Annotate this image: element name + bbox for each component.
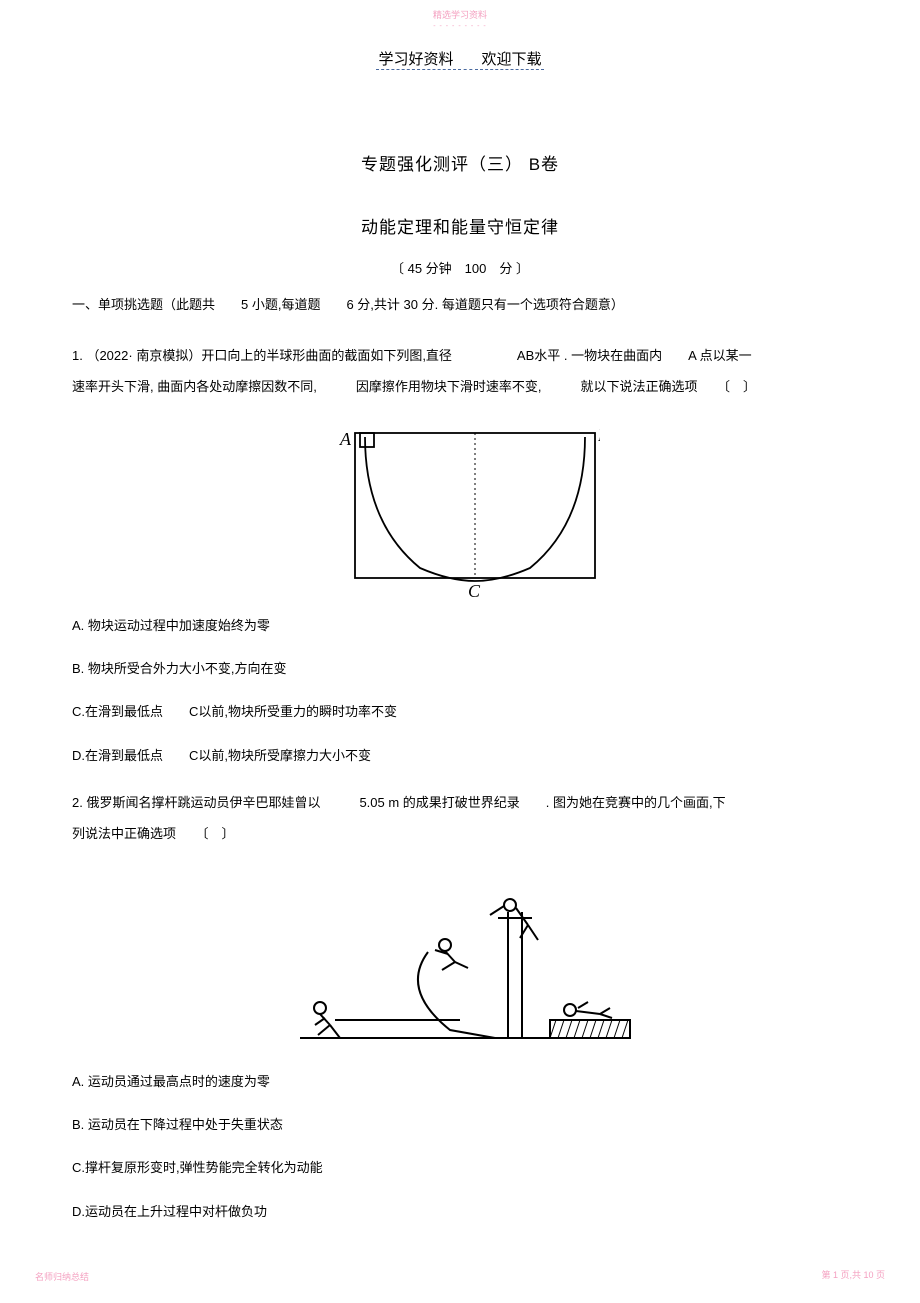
- q1-option-c: C.在滑到最低点 C以前,物块所受重力的瞬时功率不变: [72, 700, 848, 723]
- footer-right-text: 第 1 页,共 10 页: [821, 1268, 885, 1281]
- section-1-heading: 一、单项挑选题（此题共 5 小题,每道题 6 分,共计 30 分. 每道题只有一…: [72, 289, 848, 320]
- q2-option-c: C.撑杆复原形变时,弹性势能完全转化为动能: [72, 1156, 848, 1179]
- header-spacer: [458, 56, 478, 70]
- q1-option-d: D.在滑到最低点 C以前,物块所受摩擦力大小不变: [72, 744, 848, 767]
- q1-line1: 1. （2022· 南京模拟）开口向上的半球形曲面的截面如下列图,直径 AB水平…: [72, 348, 752, 363]
- document-title-2: 动能定理和能量守恒定律: [72, 213, 848, 238]
- svg-text:A: A: [339, 429, 352, 449]
- question-2-text: 2. 俄罗斯闻名撑杆跳运动员伊辛巴耶娃曾以 5.05 m 的成果打破世界纪录 .…: [72, 787, 848, 849]
- q1-line2: 速率开头下滑, 曲面内各处动摩擦因数不同, 因摩擦作用物块下滑时速率不变, 就以…: [72, 379, 756, 394]
- header-right-text: 欢迎下载: [480, 48, 544, 70]
- top-watermark-line2: - - - - - - - - -: [0, 21, 920, 30]
- svg-text:B: B: [598, 425, 600, 445]
- document-title-1: 专题强化测评（三） B卷: [72, 150, 848, 175]
- header-left-text: 学习好资料: [376, 48, 455, 70]
- svg-text:C: C: [468, 581, 481, 598]
- top-watermark-line1: 精选学习资料: [0, 0, 920, 21]
- q1-option-b: B. 物块所受合外力大小不变,方向在变: [72, 657, 848, 680]
- diagram-1-semicircle: A B C: [320, 423, 600, 598]
- footer-left-text: 名师归纳总结: [35, 1270, 89, 1283]
- q2-line2: 列说法中正确选项 〔 〕: [72, 826, 235, 841]
- page-header: 学习好资料 欢迎下载: [0, 48, 920, 70]
- timing-info: 〔 45 分钟 100 分 〕: [72, 258, 848, 277]
- diagram-2-pole-vault: [280, 890, 640, 1050]
- q2-line1: 2. 俄罗斯闻名撑杆跳运动员伊辛巴耶娃曾以 5.05 m 的成果打破世界纪录 .…: [72, 795, 726, 810]
- q2-option-a: A. 运动员通过最高点时的速度为零: [72, 1070, 848, 1093]
- q2-option-b: B. 运动员在下降过程中处于失重状态: [72, 1113, 848, 1136]
- q1-option-a: A. 物块运动过程中加速度始终为零: [72, 614, 848, 637]
- question-1-text: 1. （2022· 南京模拟）开口向上的半球形曲面的截面如下列图,直径 AB水平…: [72, 340, 848, 402]
- main-content: 专题强化测评（三） B卷 动能定理和能量守恒定律 〔 45 分钟 100 分 〕…: [0, 150, 920, 1223]
- q2-option-d: D.运动员在上升过程中对杆做负功: [72, 1200, 848, 1223]
